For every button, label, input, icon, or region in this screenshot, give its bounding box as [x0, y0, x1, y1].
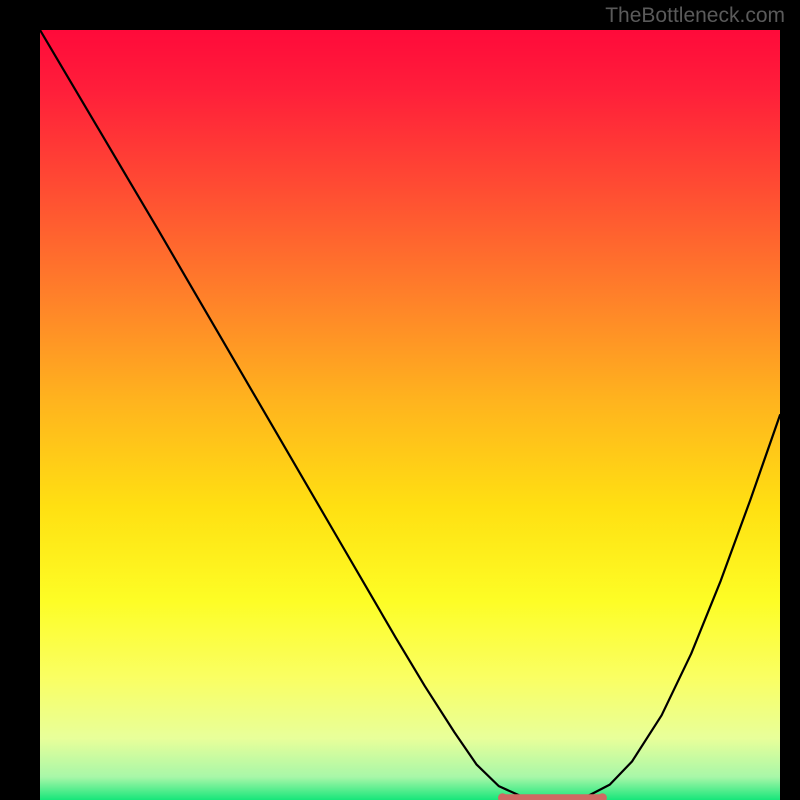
gradient-background	[40, 30, 780, 800]
watermark-text: TheBottleneck.com	[605, 4, 785, 28]
plot-area	[40, 30, 780, 800]
plot-svg	[40, 30, 780, 800]
chart-container: TheBottleneck.com	[0, 0, 800, 800]
